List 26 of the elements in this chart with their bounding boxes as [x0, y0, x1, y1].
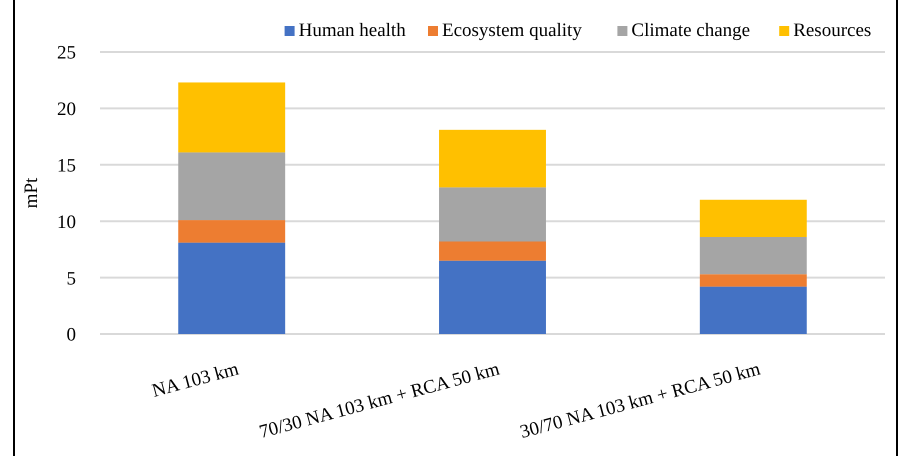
bar: [700, 236, 807, 274]
bar: [439, 242, 546, 261]
bar: [178, 152, 286, 220]
bar: [700, 200, 807, 237]
bar: [439, 187, 546, 242]
x-tick-label: 70/30 NA 103 km + RCA 50 km: [257, 358, 502, 443]
legend-label: Resources: [793, 20, 872, 41]
x-tick-label: NA 103 km: [150, 358, 242, 402]
bar: [439, 130, 546, 188]
y-tick-label: 10: [57, 212, 76, 233]
y-tick-label: 0: [66, 324, 76, 346]
legend-label: Human health: [298, 20, 406, 41]
bar: [700, 274, 807, 287]
bar: [178, 242, 286, 334]
y-tick-label: 15: [57, 155, 76, 176]
y-tick-label: 25: [57, 42, 76, 64]
y-tick-label: 5: [66, 268, 76, 290]
bar: [700, 286, 807, 334]
legend-label: Ecosystem quality: [442, 20, 582, 41]
y-tick-label: 20: [57, 99, 76, 120]
x-tick-label: 30/70 NA 103 km + RCA 50 km: [518, 358, 763, 443]
bar: [439, 260, 546, 334]
bar: [178, 82, 286, 152]
bar: [178, 220, 286, 243]
legend-label: Climate change: [631, 20, 750, 41]
y-axis-title: mPt: [21, 176, 42, 208]
